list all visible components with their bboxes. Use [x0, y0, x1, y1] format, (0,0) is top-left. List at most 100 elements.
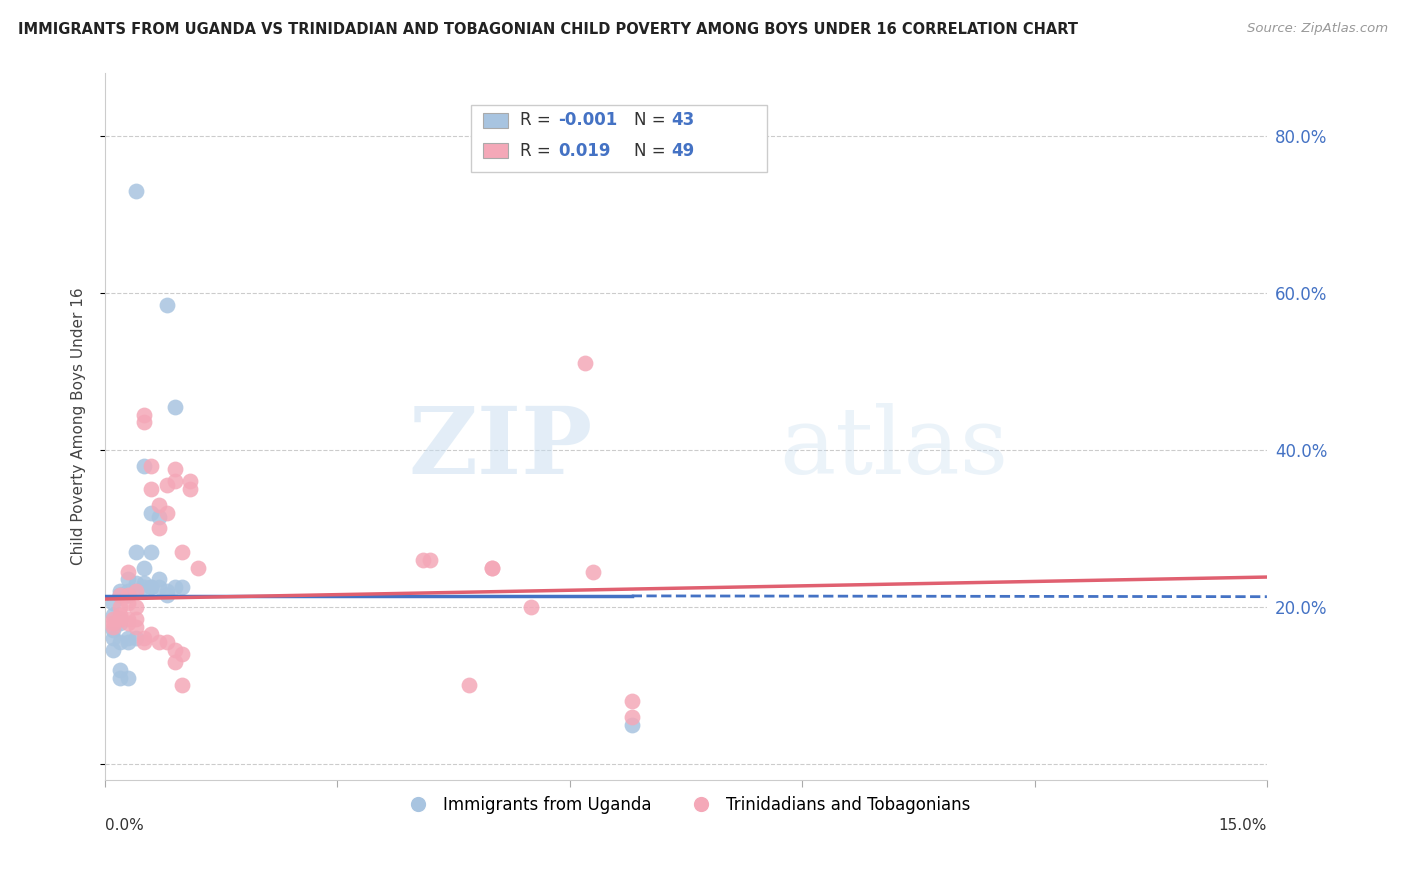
- Point: [148, 635, 170, 649]
- Point: [117, 615, 139, 630]
- Point: [110, 612, 132, 626]
- Text: ZIP: ZIP: [409, 402, 593, 492]
- Point: [620, 694, 643, 708]
- Point: [156, 297, 179, 311]
- Point: [163, 462, 186, 476]
- Y-axis label: Child Poverty Among Boys Under 16: Child Poverty Among Boys Under 16: [72, 287, 86, 566]
- Point: [117, 588, 139, 602]
- Point: [141, 580, 163, 594]
- Point: [110, 615, 132, 630]
- Point: [172, 545, 194, 559]
- Point: [125, 576, 148, 591]
- Point: [163, 580, 186, 594]
- Text: 15.0%: 15.0%: [1219, 819, 1267, 833]
- Text: 43: 43: [671, 112, 695, 129]
- Point: [110, 588, 132, 602]
- Text: -0.001: -0.001: [558, 112, 617, 129]
- Point: [110, 607, 132, 622]
- Point: [117, 635, 139, 649]
- Point: [148, 580, 170, 594]
- Point: [163, 643, 186, 657]
- Text: R =: R =: [520, 112, 555, 129]
- Point: [132, 580, 155, 594]
- Text: N =: N =: [634, 112, 671, 129]
- Bar: [482, 112, 508, 128]
- Point: [620, 710, 643, 724]
- Text: Source: ZipAtlas.com: Source: ZipAtlas.com: [1247, 22, 1388, 36]
- Point: [141, 458, 163, 473]
- Point: [117, 573, 139, 587]
- Point: [520, 599, 543, 614]
- Point: [117, 584, 139, 599]
- Point: [101, 643, 124, 657]
- FancyBboxPatch shape: [471, 104, 768, 172]
- Point: [141, 506, 163, 520]
- Point: [101, 596, 124, 610]
- Point: [101, 619, 124, 633]
- Point: [148, 498, 170, 512]
- Text: atlas: atlas: [779, 402, 1008, 492]
- Point: [117, 671, 139, 685]
- Point: [117, 565, 139, 579]
- Point: [481, 560, 503, 574]
- Point: [125, 584, 148, 599]
- Point: [125, 545, 148, 559]
- Point: [110, 635, 132, 649]
- Point: [110, 599, 132, 614]
- Point: [141, 627, 163, 641]
- Legend: Immigrants from Uganda, Trinidadians and Tobagonians: Immigrants from Uganda, Trinidadians and…: [395, 789, 977, 821]
- Point: [110, 588, 132, 602]
- Point: [458, 678, 481, 692]
- Point: [481, 560, 503, 574]
- Point: [156, 478, 179, 492]
- Point: [179, 482, 201, 496]
- Point: [163, 655, 186, 669]
- Point: [132, 635, 155, 649]
- Point: [101, 615, 124, 630]
- Point: [148, 509, 170, 524]
- Point: [117, 632, 139, 646]
- Point: [187, 560, 209, 574]
- Point: [156, 506, 179, 520]
- Point: [156, 584, 179, 599]
- Text: 49: 49: [671, 142, 695, 160]
- Point: [125, 599, 148, 614]
- Point: [620, 717, 643, 731]
- Point: [110, 588, 132, 602]
- Point: [156, 588, 179, 602]
- Point: [574, 356, 596, 370]
- Point: [132, 632, 155, 646]
- Point: [117, 588, 139, 602]
- Point: [117, 588, 139, 602]
- Point: [582, 565, 605, 579]
- Point: [125, 184, 148, 198]
- Point: [117, 596, 139, 610]
- Point: [125, 584, 148, 599]
- Point: [179, 475, 201, 489]
- Point: [110, 612, 132, 626]
- Point: [172, 580, 194, 594]
- Text: IMMIGRANTS FROM UGANDA VS TRINIDADIAN AND TOBAGONIAN CHILD POVERTY AMONG BOYS UN: IMMIGRANTS FROM UGANDA VS TRINIDADIAN AN…: [18, 22, 1078, 37]
- Text: 0.019: 0.019: [558, 142, 610, 160]
- Text: 0.0%: 0.0%: [105, 819, 143, 833]
- Point: [101, 624, 124, 638]
- Bar: [482, 143, 508, 159]
- Point: [101, 632, 124, 646]
- Point: [125, 632, 148, 646]
- Point: [172, 678, 194, 692]
- Point: [412, 553, 434, 567]
- Point: [163, 400, 186, 414]
- Text: R =: R =: [520, 142, 555, 160]
- Point: [156, 635, 179, 649]
- Point: [148, 573, 170, 587]
- Point: [117, 612, 139, 626]
- Point: [132, 560, 155, 574]
- Text: N =: N =: [634, 142, 671, 160]
- Point: [163, 475, 186, 489]
- Point: [132, 576, 155, 591]
- Point: [110, 663, 132, 677]
- Point: [110, 671, 132, 685]
- Point: [172, 647, 194, 661]
- Point: [101, 607, 124, 622]
- Point: [148, 521, 170, 535]
